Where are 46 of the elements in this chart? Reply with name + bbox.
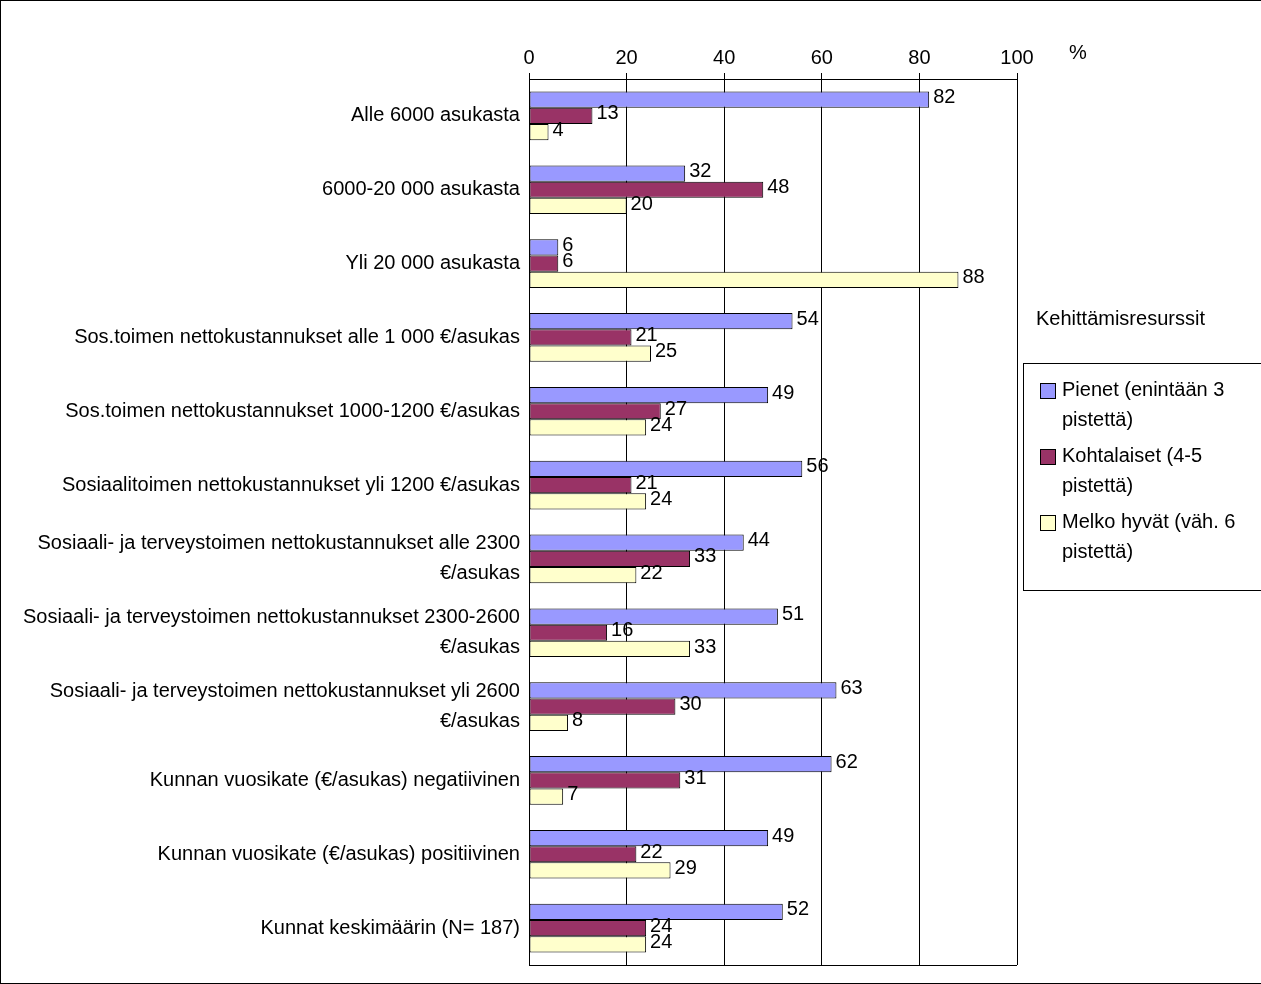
- data-label: 49: [772, 823, 795, 846]
- legend-label: Kohtalaiset (4-5 pistettä): [1062, 443, 1204, 498]
- y-tick-label: Sosiaali- ja terveystoimen nettokustannukset yli 2600 €/asukas: [49, 679, 520, 732]
- data-label: 13: [596, 101, 619, 124]
- data-label: 33: [694, 544, 717, 567]
- data-label: 52: [786, 897, 810, 920]
- x-tick-label: 100: [1000, 45, 1034, 68]
- data-label: 62: [835, 749, 858, 772]
- data-label: 8: [572, 708, 584, 731]
- y-tick-label: Yli 20 000 asukasta: [345, 251, 521, 274]
- data-label: 33: [694, 634, 717, 657]
- data-label: 20: [630, 191, 653, 214]
- y-tick-label: Sos.toimen nettokustannukset 1000-1200 €/asukas: [65, 398, 520, 421]
- data-label: 48: [767, 175, 790, 198]
- legend-title: Kehittämisresurssit: [1036, 307, 1205, 330]
- y-tick-label: Kunnan vuosikate (€/asukas) negatiivinen: [149, 767, 520, 790]
- data-label: 7: [567, 782, 579, 805]
- data-label: 31: [684, 765, 707, 788]
- data-label: 82: [933, 85, 956, 108]
- y-tick-label: Alle 6000 asukasta: [350, 103, 521, 126]
- data-label: 49: [772, 380, 795, 403]
- data-label: 51: [781, 602, 805, 625]
- y-tick-label: Sosiaali- ja terveystoimen nettokustannukset alle 2300 €/asukas: [37, 531, 520, 584]
- data-label: 63: [840, 675, 863, 698]
- data-label: 30: [679, 692, 702, 715]
- data-label: 88: [962, 265, 985, 288]
- legend-label: Melko hyvät (väh. 6 pistettä): [1062, 509, 1237, 564]
- x-tick-label: 60: [810, 45, 833, 68]
- y-tick-label: Sosiaali- ja terveystoimen nettokustannukset 2300-2600 €/asukas: [23, 605, 520, 658]
- x-tick-label: 20: [615, 45, 638, 68]
- data-label: 22: [640, 839, 663, 862]
- x-tick-label: 0: [523, 45, 535, 68]
- data-label: 32: [689, 159, 712, 182]
- data-label: 44: [747, 528, 770, 551]
- x-tick-label: 80: [908, 45, 931, 68]
- y-tick-label: Sosiaalitoimen nettokustannukset yli 1200 €/asukas: [61, 472, 520, 495]
- x-tick-label: 40: [713, 45, 736, 68]
- data-label: 54: [796, 306, 819, 329]
- data-label: 21: [635, 322, 658, 345]
- x-axis-title: %: [1069, 41, 1087, 63]
- data-label: 29: [674, 856, 697, 879]
- y-tick-label: Sos.toimen nettokustannukset alle 1 000 €/asukas: [74, 324, 520, 347]
- legend-label: Pienet (enintään 3 pistettä): [1062, 377, 1226, 432]
- y-tick-label: 6000-20 000 asukasta: [322, 177, 521, 200]
- y-tick-label: Kunnat keskimäärin (N= 187): [260, 915, 520, 938]
- y-tick-label: Kunnan vuosikate (€/asukas) positiivinen: [157, 841, 520, 864]
